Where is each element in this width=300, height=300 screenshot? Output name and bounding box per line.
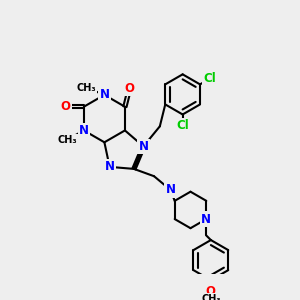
Text: N: N — [201, 213, 211, 226]
Text: N: N — [99, 88, 110, 101]
Text: CH₃: CH₃ — [201, 294, 221, 300]
Text: O: O — [124, 82, 134, 95]
Text: O: O — [61, 100, 70, 113]
Text: Cl: Cl — [176, 119, 189, 132]
Text: CH₃: CH₃ — [58, 135, 77, 145]
Text: CH₃: CH₃ — [76, 82, 96, 93]
Text: N: N — [165, 183, 176, 196]
Text: N: N — [79, 124, 89, 137]
Text: N: N — [105, 160, 115, 173]
Text: Cl: Cl — [203, 72, 216, 85]
Text: N: N — [138, 140, 148, 153]
Text: O: O — [206, 285, 216, 298]
